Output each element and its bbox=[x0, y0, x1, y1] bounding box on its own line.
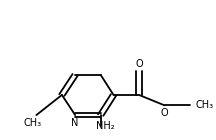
Text: N: N bbox=[71, 118, 79, 128]
Text: O: O bbox=[161, 108, 168, 118]
Text: O: O bbox=[135, 59, 143, 69]
Text: CH₃: CH₃ bbox=[195, 100, 214, 110]
Text: CH₃: CH₃ bbox=[23, 118, 41, 128]
Text: NH₂: NH₂ bbox=[96, 121, 115, 131]
